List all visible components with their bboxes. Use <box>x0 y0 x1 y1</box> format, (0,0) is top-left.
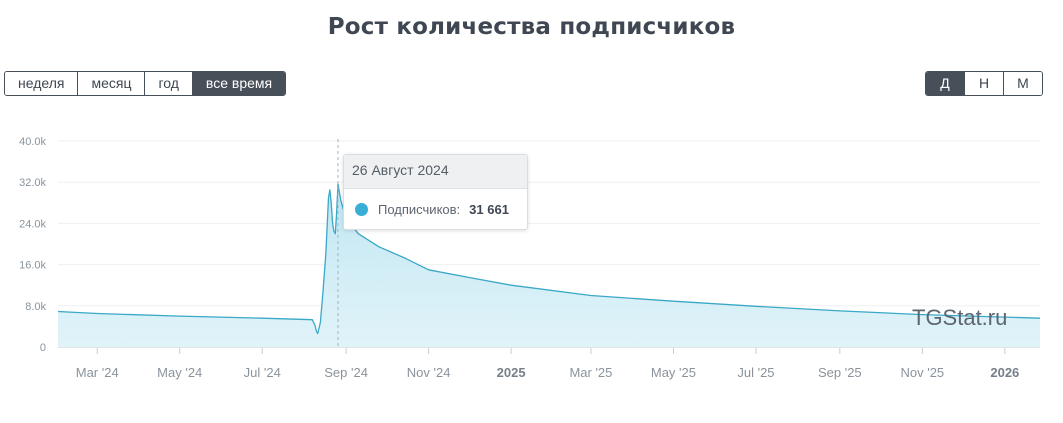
period-selector: неделя месяц год все время <box>4 71 287 96</box>
y-tick-label: 8.0k <box>25 301 46 313</box>
watermark: TGStat.ru <box>912 305 1008 330</box>
tooltip-date: 26 Август 2024 <box>344 155 527 189</box>
x-tick-label: Nov '24 <box>407 365 451 380</box>
subscribers-chart[interactable]: 0 8.0k 16.0k 24.0k 32.0k 40.0k Mar '24 May '24 J… <box>0 130 1063 390</box>
y-tick-label: 24.0k <box>19 218 46 230</box>
y-tick-label: 0 <box>40 342 46 354</box>
x-tick-label: Sep '25 <box>818 365 862 380</box>
series-area <box>58 183 1040 347</box>
period-week-button[interactable]: неделя <box>5 72 79 95</box>
x-tick-label: 2025 <box>497 365 526 380</box>
period-year-button[interactable]: год <box>145 72 193 95</box>
grid-layer <box>58 140 1040 307</box>
x-tick-label: Jul '24 <box>244 365 281 380</box>
chart-title: Рост количества подписчиков <box>327 14 736 40</box>
x-tick-label: Mar '25 <box>569 365 612 380</box>
y-tick-label: 40.0k <box>19 136 46 148</box>
area-layer <box>57 183 1041 347</box>
x-tick-label: May '24 <box>157 365 202 380</box>
x-tick-label: 2026 <box>990 365 1019 380</box>
tooltip-value: 31 661 <box>469 201 509 217</box>
axis-layer: 0 8.0k 16.0k 24.0k 32.0k 40.0k Mar '24 May '24 J… <box>19 136 1040 380</box>
y-tick-label: 16.0k <box>19 260 46 272</box>
granularity-week-button[interactable]: Н <box>965 72 1004 95</box>
y-tick-label: 32.0k <box>19 177 46 189</box>
series-line <box>57 183 1041 335</box>
period-month-button[interactable]: месяц <box>78 72 146 95</box>
x-tick-label: Mar '24 <box>76 365 119 380</box>
x-tick-label: Sep '24 <box>324 365 368 380</box>
x-tick-label: May '25 <box>651 365 696 380</box>
granularity-day-button[interactable]: Д <box>926 72 965 95</box>
x-tick-label: Jul '25 <box>737 365 774 380</box>
series-dot-icon <box>355 202 368 216</box>
granularity-month-button[interactable]: М <box>1004 72 1042 95</box>
tooltip-series-label: Подписчиков: <box>378 201 461 217</box>
chart-tooltip: 26 Август 2024 Подписчиков: 31 661 <box>343 154 528 230</box>
granularity-selector: Д Н М <box>925 71 1043 96</box>
x-tick-label: Nov '25 <box>900 365 944 380</box>
period-all-time-button[interactable]: все время <box>192 72 286 95</box>
tooltip-row: Подписчиков: 31 661 <box>344 189 527 229</box>
